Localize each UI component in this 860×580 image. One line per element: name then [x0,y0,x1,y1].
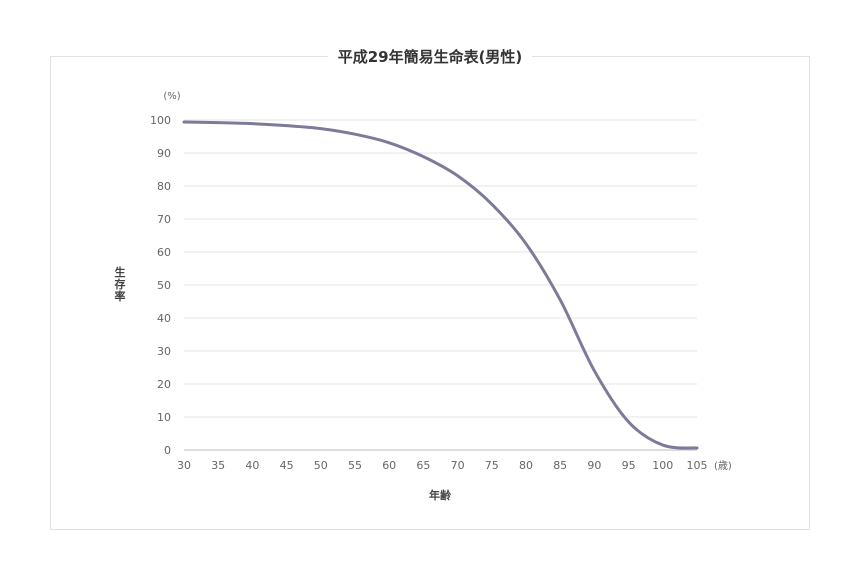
x-tick-label: 105 [687,459,708,472]
x-tick-label: 45 [280,459,294,472]
y-unit-label: (%) [163,91,180,102]
x-tick-label: 30 [177,459,191,472]
series-line-0 [182,120,699,450]
y-axis-title-char: 存 [115,277,126,291]
chart-title: 平成29年簡易生命表(男性) [0,46,860,67]
x-unit-label: (歳) [714,460,732,472]
x-tick-label: 70 [451,459,465,472]
x-tick-label: 35 [211,459,225,472]
x-tick-label: 100 [652,459,673,472]
grid-layer [184,119,697,451]
y-axis-title-char: 生 [115,265,126,279]
x-tick-label: 80 [519,459,533,472]
x-tick-label: 90 [587,459,601,472]
x-tick-labels: 30 35 40 45 50 55 60 65 70 75 80 85 90 95 100 105 [177,459,708,472]
x-tick-label: 55 [348,459,362,472]
y-axis-title-char: 率 [115,289,126,303]
series-layer [182,120,699,450]
y-tick-label: 10 [157,411,171,424]
y-tick-label: 30 [157,345,171,358]
x-tick-label: 40 [245,459,259,472]
y-axis-title: 生存率 [115,265,126,303]
x-tick-label: 85 [553,459,567,472]
y-tick-label: 40 [157,312,171,325]
y-tick-labels: 0 10 20 30 40 50 60 70 80 90 100 [150,114,171,457]
x-tick-label: 50 [314,459,328,472]
y-tick-label: 50 [157,279,171,292]
y-tick-label: 60 [157,246,171,259]
x-tick-label: 95 [622,459,636,472]
x-tick-label: 60 [382,459,396,472]
y-tick-label: 90 [157,147,171,160]
y-tick-label: 70 [157,213,171,226]
y-tick-label: 80 [157,180,171,193]
x-tick-label: 75 [485,459,499,472]
y-tick-label: 20 [157,378,171,391]
y-tick-label: 0 [164,444,171,457]
x-axis-title: 年齢 [429,488,452,502]
chart-title-text: 平成29年簡易生命表(男性) [327,48,533,66]
x-tick-label: 65 [416,459,430,472]
y-tick-label: 100 [150,114,171,127]
